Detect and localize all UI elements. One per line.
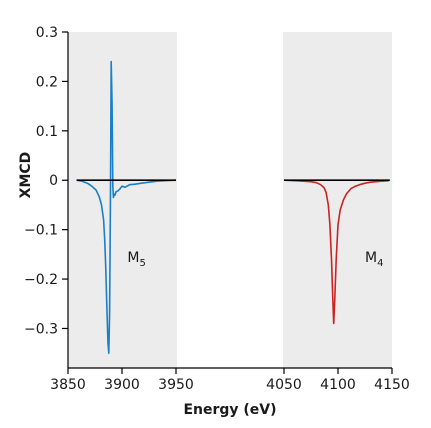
peak-label-main: M (127, 250, 139, 266)
peak-label-2: M4 (365, 250, 383, 269)
x-tick-label: 3950 (158, 377, 194, 393)
series-layer (76, 60, 389, 355)
y-tick-label: 0.1 (36, 124, 58, 140)
series-line-1 (76, 60, 177, 355)
series-line-2 (283, 179, 389, 325)
axis-break-band (177, 31, 283, 369)
peak-label-subscript: 4 (377, 258, 383, 269)
x-tick-label: 4050 (266, 377, 302, 393)
annotation-layer: M5 M4 (127, 250, 383, 269)
y-tick-label: −0.1 (24, 223, 58, 239)
x-tick-label: 4150 (374, 377, 410, 393)
y-tick-label: 0 (49, 173, 58, 189)
x-tick-label: 4100 (320, 377, 356, 393)
x-axis-title: Energy (eV) (183, 402, 276, 418)
peak-label-main: M (365, 250, 377, 266)
peak-label-subscript: 5 (139, 258, 145, 269)
plot-panel-background (68, 31, 392, 369)
y-tick-label: −0.3 (24, 321, 58, 337)
y-axis-title: XMCD (18, 152, 34, 199)
y-tick-label: 0.3 (36, 25, 58, 41)
ticks-layer: 3850 3900 3950 4050 4100 4150 0.3 0.2 0.1 0 −0.1 −0… (24, 25, 410, 393)
x-tick-label: 3850 (50, 377, 86, 393)
y-tick-label: −0.2 (24, 272, 58, 288)
peak-label-1: M5 (127, 250, 145, 269)
y-tick-label: 0.2 (36, 74, 58, 90)
x-tick-label: 3900 (104, 377, 140, 393)
